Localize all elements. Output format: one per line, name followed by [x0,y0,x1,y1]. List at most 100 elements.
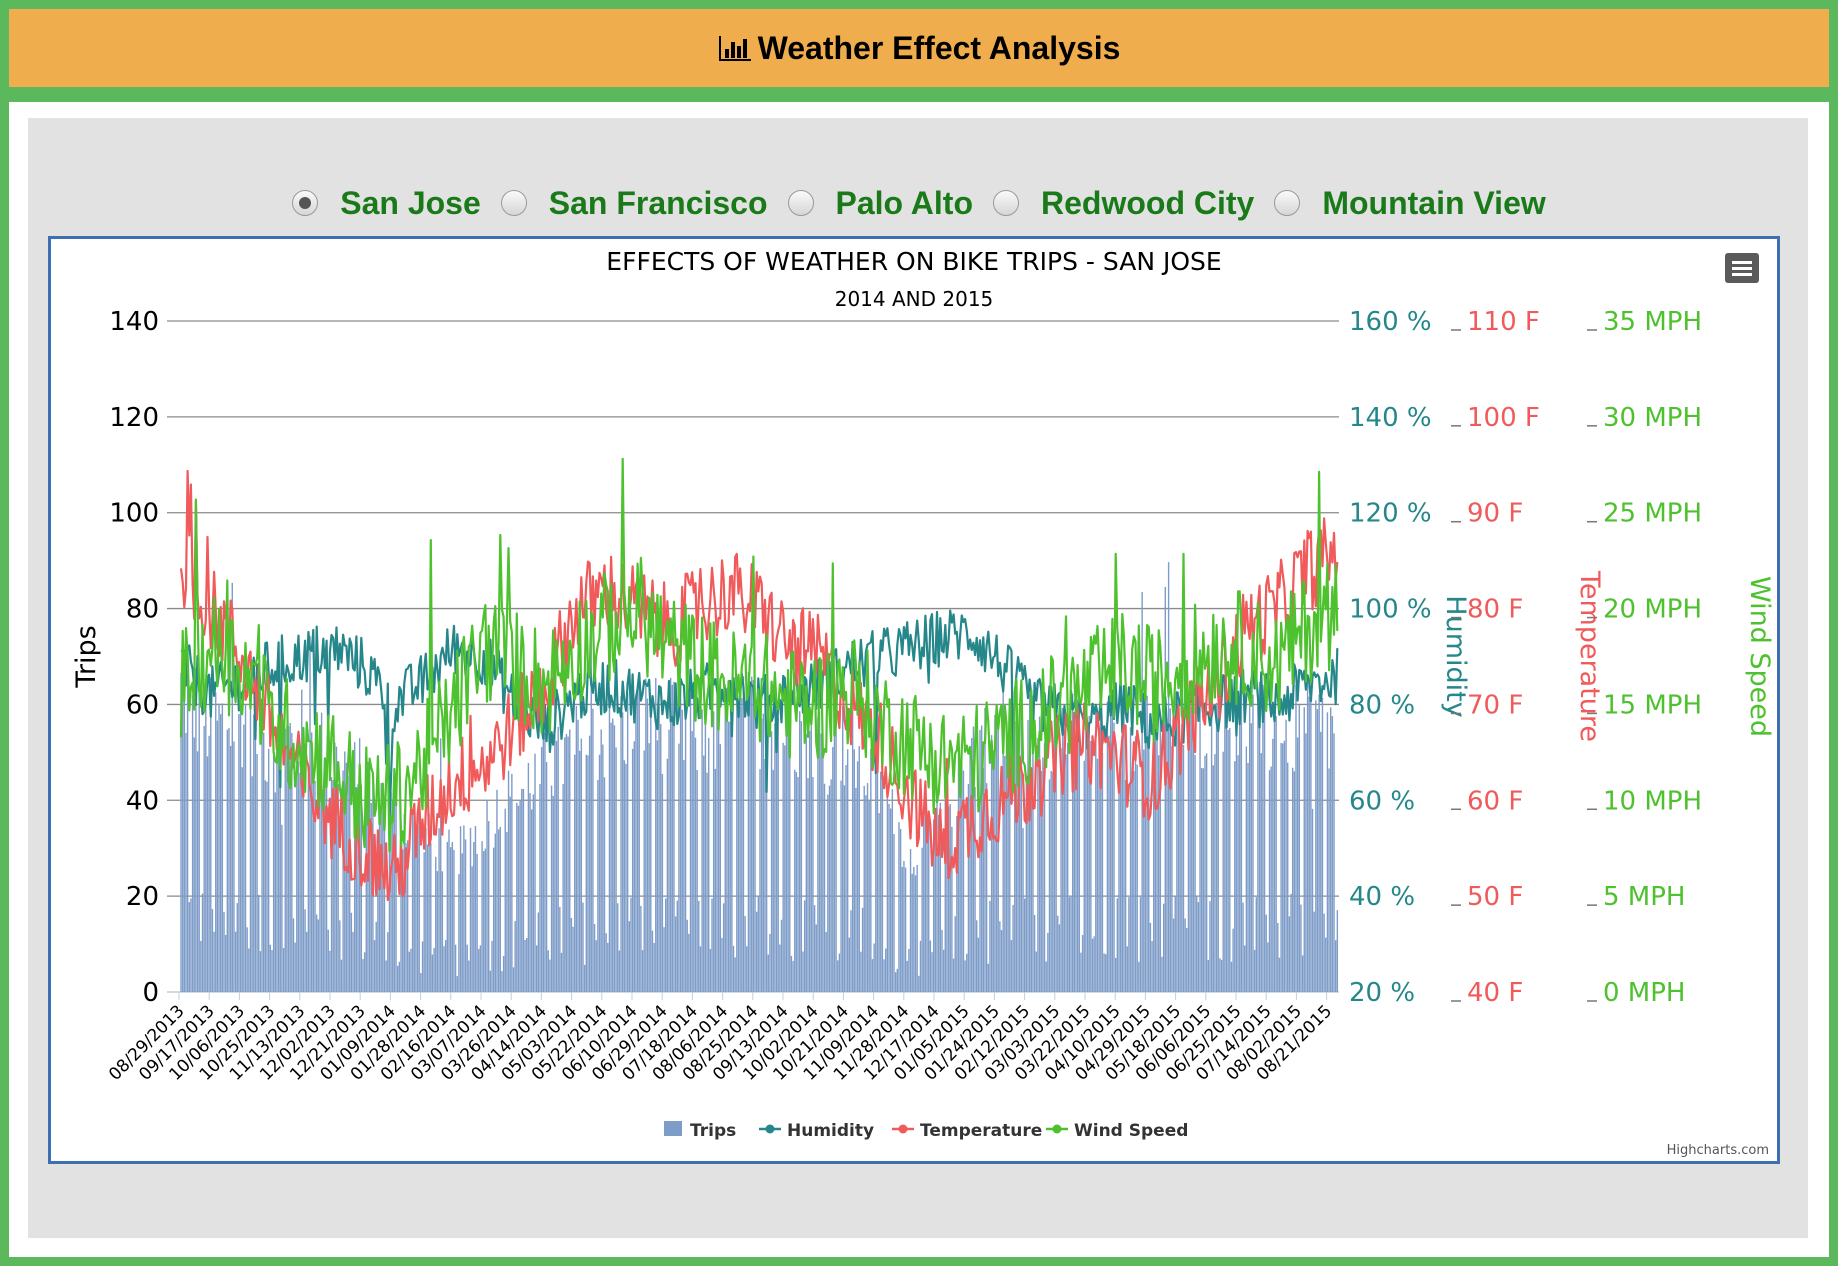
trips-bar [904,867,907,992]
trips-bar [1210,677,1213,992]
trips-bar [190,898,192,992]
trips-bar [1273,717,1276,992]
trips-bar [628,921,631,992]
trips-bar [694,737,697,992]
trips-bar [243,724,245,992]
trips-bar [666,758,669,992]
city-radio-label: Palo Alto [835,184,973,221]
city-radio-san-francisco[interactable]: San Francisco [500,184,768,222]
trips-bar [911,873,913,992]
trips-bar [1285,719,1287,992]
trips-bar [936,792,938,992]
y-axis-title-trips: Trips [71,625,102,688]
trips-bar [863,785,865,992]
trips-bar [564,737,566,992]
trips-bar [1093,936,1095,992]
trips-bar [914,875,917,992]
radio-circle[interactable] [500,190,527,216]
trips-bar [519,800,521,992]
trips-bar [284,728,286,992]
trips-bar [794,769,796,992]
trips-bar [1217,702,1219,992]
trips-bar [1262,684,1264,992]
trips-bar [502,955,505,992]
trips-bar [1328,768,1330,992]
trips-bar [1257,707,1259,992]
trips-bar [1121,696,1123,992]
city-radio-mountain-view[interactable]: Mountain View [1274,185,1546,222]
trips-bar [885,948,887,992]
trips-bar [1159,715,1162,992]
trips-bar [726,687,728,992]
trips-bar [451,842,454,992]
city-radio-label: San Jose [340,184,481,221]
trips-bar [1282,743,1284,992]
trips-bar [1057,915,1059,992]
trips-bar [645,678,647,992]
radio-circle[interactable] [1274,190,1301,216]
trips-bar [785,686,788,992]
trips-bar [952,958,955,992]
trips-bar [689,693,692,992]
trips-bar [1123,703,1125,992]
trips-bar [1027,719,1029,992]
trips-bar [641,950,644,992]
trips-bar [1191,706,1193,992]
trips-bar [397,965,399,992]
radio-circle[interactable] [787,190,814,216]
trips-bar [605,933,607,992]
trips-bar [731,686,733,992]
radio-circle[interactable] [292,190,319,216]
trips-bar [565,733,568,992]
trips-bar [1038,716,1041,992]
city-radio-redwood-city[interactable]: Redwood City [993,185,1254,222]
trips-bar [995,728,998,992]
trips-bar [617,903,619,992]
city-radio-san-jose[interactable]: San Jose [292,185,481,222]
trips-bar [967,783,970,992]
trips-bar [650,711,652,992]
y-tick-label-temperature: 70 F [1467,690,1523,720]
city-radio-label: San Francisco [548,184,768,221]
trips-bar [352,931,354,992]
trips-bar [195,667,197,992]
trips-bar [630,897,632,992]
trips-bar [1270,766,1272,992]
trips-bar [590,618,592,992]
legend-swatch-trips[interactable] [664,1121,682,1136]
trips-bar [1280,742,1282,992]
trips-bar [1071,693,1074,992]
trips-bar [332,780,334,992]
trips-bar [1055,704,1057,992]
y-tick-label-temperature: 90 F [1467,499,1523,529]
trips-bar [1058,924,1061,992]
trips-bar [1225,702,1228,992]
trips-bar [1126,946,1128,992]
trips-bar [1306,675,1309,992]
trips-bar [780,919,783,992]
radio-circle[interactable] [993,190,1019,216]
trips-bar [636,691,639,992]
y-tick-label-humidity: 40 % [1349,882,1415,912]
trips-bar [797,777,799,992]
trips-bar [942,949,945,992]
trips-bar [1136,764,1138,992]
trips-bar [969,750,971,992]
trips-bar [1334,940,1337,992]
hamburger-menu-icon[interactable] [1725,253,1759,283]
trips-bar [966,953,968,992]
trips-bar [198,687,200,992]
trips-bar [395,798,397,992]
trips-bar [277,717,280,992]
trips-bar [360,784,363,992]
trips-bar [704,722,707,992]
chart-container: EFFECTS OF WEATHER ON BIKE TRIPS - SAN J… [48,236,1780,1164]
city-radio-palo-alto[interactable]: Palo Alto [787,184,973,222]
trips-bar [724,684,726,992]
trips-bar [962,770,965,992]
trips-bar [719,744,722,992]
trips-bar [373,940,376,992]
trips-bar [531,809,533,992]
y-tick-label-wind-speed: 30 MPH [1603,403,1702,433]
trips-bar [562,783,564,992]
